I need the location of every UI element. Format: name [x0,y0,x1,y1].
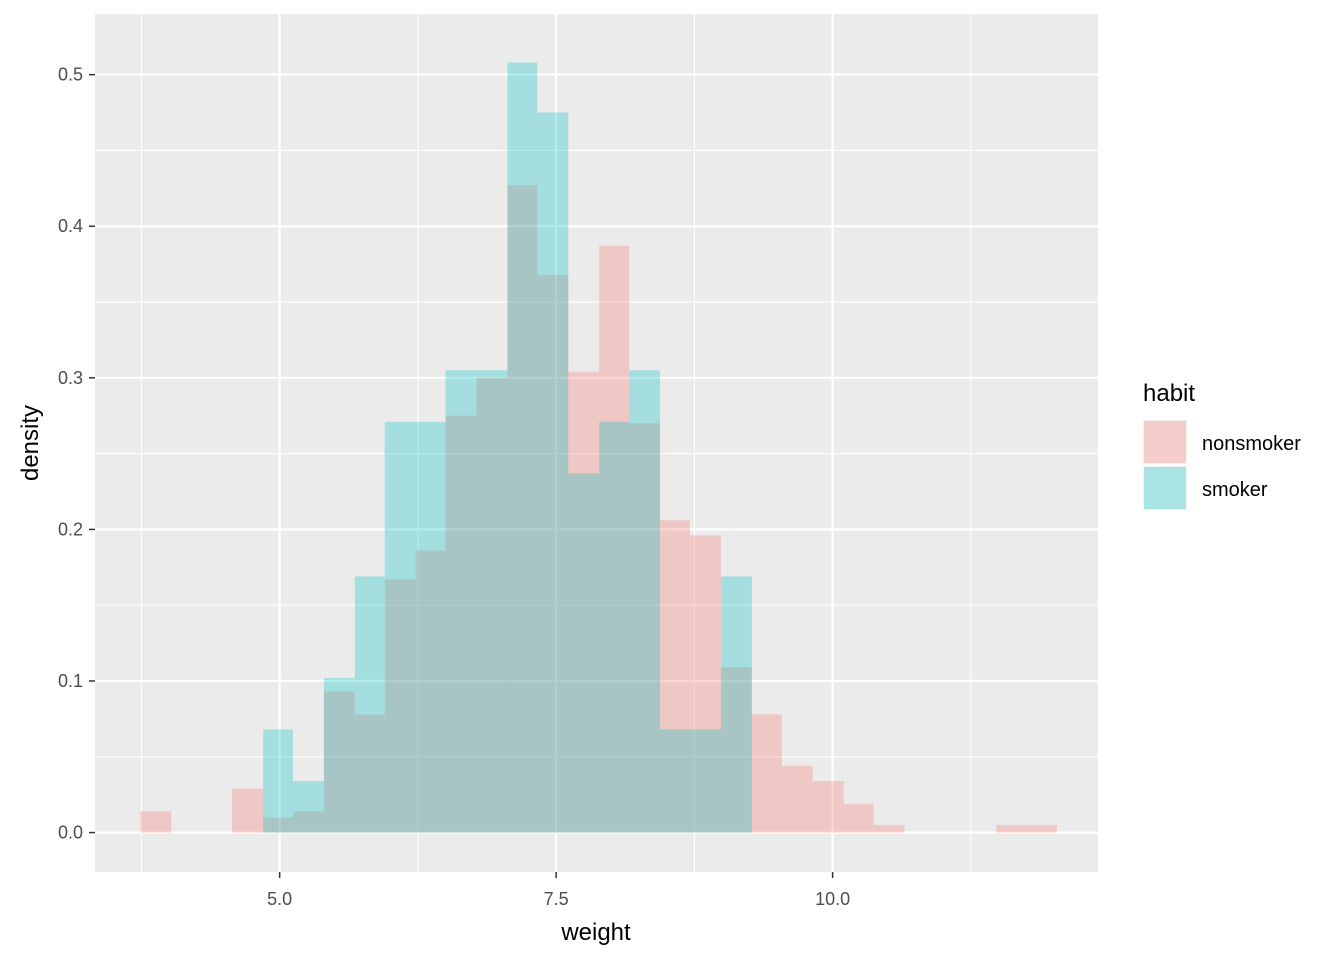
bar-smoker [263,729,293,833]
legend-items: nonsmoker smoker [1143,420,1301,510]
bar-nonsmoker [507,185,538,833]
bar-nonsmoker [660,520,690,833]
bar-smoker [568,473,600,833]
x-tick-label: 10.0 [815,889,850,909]
series-nonsmoker [140,185,1058,833]
legend-key-background [1143,420,1187,464]
bar-nonsmoker [292,811,324,833]
axes: 5.0 7.5 10.0 0.0 0.1 0.2 0.3 0.4 0.5 [58,65,850,909]
x-tick-label: 5.0 [267,889,292,909]
bar-smoker [720,576,752,833]
bar-nonsmoker [263,817,293,833]
grid-lines [95,14,1098,872]
bar-nonsmoker [873,825,905,833]
y-axis-title: density [17,405,44,481]
bar-nonsmoker [599,245,630,833]
bar-nonsmoker [232,788,264,833]
bar-smoker [384,421,416,833]
bar-smoker [629,370,661,833]
legend: habit nonsmoker smoker [1143,380,1301,510]
bar-nonsmoker [354,714,385,833]
bar-smoker [537,112,569,833]
histogram-bars [140,62,1058,833]
bar-smoker [415,421,446,833]
x-tick-label: 7.5 [544,889,569,909]
legend-label-smoker: smoker [1202,479,1268,501]
bar-nonsmoker [812,781,844,833]
bar-smoker [599,421,630,833]
bar-nonsmoker [629,423,661,833]
legend-key-background [1143,466,1187,510]
x-axis-title: weight [560,919,631,946]
bar-nonsmoker [781,765,813,833]
y-tick-label: 0.4 [58,216,83,236]
bar-smoker [476,370,508,833]
bar-nonsmoker [751,714,782,833]
legend-title: habit [1143,380,1195,407]
bar-nonsmoker [843,803,874,833]
bar-nonsmoker [323,691,355,833]
y-tick-label: 0.1 [58,671,83,691]
legend-label-nonsmoker: nonsmoker [1202,433,1301,455]
bar-nonsmoker [476,377,508,833]
bar-nonsmoker [415,550,446,833]
y-tick-label: 0.5 [58,65,83,85]
y-tick-label: 0.2 [58,519,83,539]
legend-key-smoker [1144,467,1186,509]
y-tick-label: 0.0 [58,823,83,843]
y-tick-label: 0.3 [58,368,83,388]
bar-nonsmoker [140,811,172,833]
legend-key-nonsmoker [1144,421,1186,463]
plot-panel [95,14,1098,872]
bar-nonsmoker [996,825,1027,833]
bar-nonsmoker [384,579,416,833]
bar-nonsmoker [720,667,752,833]
bar-smoker [689,729,721,833]
bar-smoker [507,62,538,833]
bar-smoker [323,677,355,833]
series-smoker [263,62,752,833]
bar-nonsmoker [568,371,600,833]
bar-smoker [445,370,477,833]
bar-smoker [292,781,324,833]
bar-nonsmoker [445,415,477,833]
bar-smoker [354,576,385,833]
bar-nonsmoker [537,274,569,833]
bar-nonsmoker [1026,825,1058,833]
bar-smoker [660,729,690,833]
bar-nonsmoker [689,535,721,833]
